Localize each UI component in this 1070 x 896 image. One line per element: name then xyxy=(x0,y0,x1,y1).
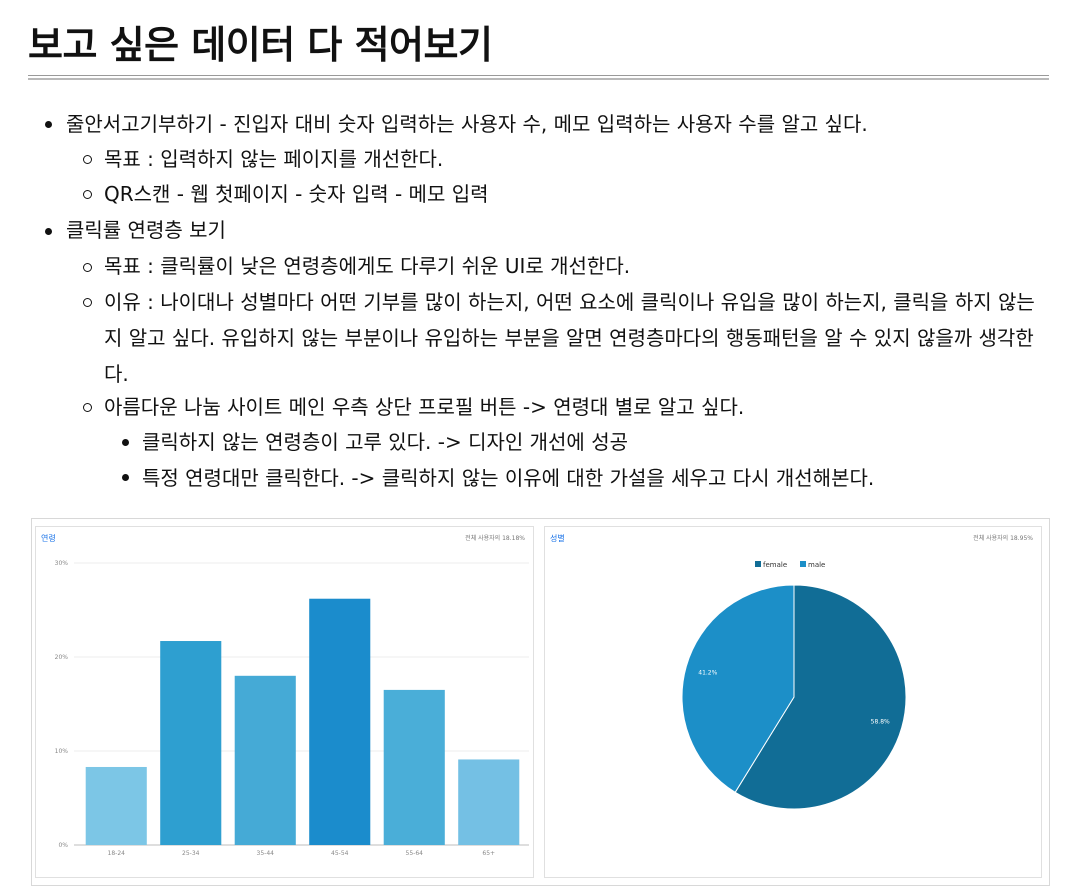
x-tick-label: 35-44 xyxy=(257,850,275,857)
bar-45-54[interactable] xyxy=(309,598,371,845)
list-item: 이유 : 나이대나 성별마다 어떤 기부를 많이 하는지, 어떤 요소에 클릭이… xyxy=(104,290,1035,386)
x-tick-label: 45-54 xyxy=(331,850,349,857)
bullet-circle-icon xyxy=(83,263,92,272)
bullet-disc-icon xyxy=(122,439,129,446)
y-tick-label: 20% xyxy=(55,654,69,661)
pie-slice-male[interactable] xyxy=(681,584,795,793)
age-bar-chart: 0% 10% 20% 30% 18-24 25-34 35-44 45-54 55-64 65+ xyxy=(55,560,529,857)
x-tick-label: 25-34 xyxy=(182,850,200,857)
bar-35-44[interactable] xyxy=(234,675,296,845)
x-tick-label: 55-64 xyxy=(406,850,424,857)
legend-label-male: male xyxy=(808,561,825,569)
title-divider xyxy=(28,75,1049,76)
bullet-disc-icon xyxy=(45,121,52,128)
list-item: 목표 : 입력하지 않는 페이지를 개선한다. xyxy=(104,147,444,171)
analytics-charts: 연령 전체 사용자의 18.18% 0% 10% 20% 30% 18-24 25-34 3… xyxy=(31,518,1050,886)
age-chart-note: 전체 사용자의 18.18% xyxy=(465,535,525,542)
age-panel: 연령 전체 사용자의 18.18% 0% 10% 20% 30% 18-24 25-34 3… xyxy=(35,526,534,878)
list-item: 클릭률 연령층 보기 xyxy=(66,218,226,242)
bullet-circle-icon xyxy=(83,155,92,164)
page-title: 보고 싶은 데이터 다 적어보기 xyxy=(28,23,493,67)
bar-25-34[interactable] xyxy=(160,641,222,845)
age-chart-title: 연령 xyxy=(41,534,56,543)
pie-value-label: 41.2% xyxy=(698,670,717,677)
bullet-disc-icon xyxy=(45,228,52,235)
list-item: 줄안서고기부하기 - 진입자 대비 숫자 입력하는 사용자 수, 메모 입력하는… xyxy=(66,112,868,136)
gender-panel: 성별 전체 사용자의 18.95% female male 58.8% 41.2% xyxy=(544,526,1042,878)
x-tick-label: 65+ xyxy=(482,850,495,857)
y-tick-label: 30% xyxy=(55,560,69,567)
legend-swatch-male xyxy=(800,561,806,567)
list-item: 클릭하지 않는 연령층이 고루 있다. -> 디자인 개선에 성공 xyxy=(142,430,628,454)
bullet-circle-icon xyxy=(83,298,92,307)
bullet-circle-icon xyxy=(83,190,92,199)
x-tick-label: 18-24 xyxy=(108,850,126,857)
pie-value-label: 58.8% xyxy=(871,718,890,725)
list-item: QR스캔 - 웹 첫페이지 - 숫자 입력 - 메모 입력 xyxy=(104,182,489,206)
legend-swatch-female xyxy=(755,561,761,567)
legend-label-female: female xyxy=(763,561,787,569)
y-tick-label: 10% xyxy=(55,748,69,755)
list-item: 아름다운 나눔 사이트 메인 우측 상단 프로필 버튼 -> 연령대 별로 알고… xyxy=(104,395,745,419)
bar-18-24[interactable] xyxy=(85,766,147,845)
gender-chart-title: 성별 xyxy=(550,534,565,543)
list-item: 목표 : 클릭률이 낮은 연령층에게도 다루기 쉬운 UI로 개선한다. xyxy=(104,254,631,278)
title-divider-double xyxy=(28,78,1049,80)
list-item: 특정 연령대만 클릭한다. -> 클릭하지 않는 이유에 대한 가설을 세우고 … xyxy=(142,466,875,490)
y-tick-label: 0% xyxy=(58,842,68,849)
bullet-disc-icon xyxy=(122,474,129,481)
pie-slice-female[interactable] xyxy=(734,584,907,810)
bar-55-64[interactable] xyxy=(383,689,445,845)
bullet-circle-icon xyxy=(83,403,92,412)
gender-pie-chart: female male 58.8% 41.2% xyxy=(681,561,907,810)
bar-65+[interactable] xyxy=(458,759,520,845)
gender-chart-note: 전체 사용자의 18.95% xyxy=(973,535,1033,542)
